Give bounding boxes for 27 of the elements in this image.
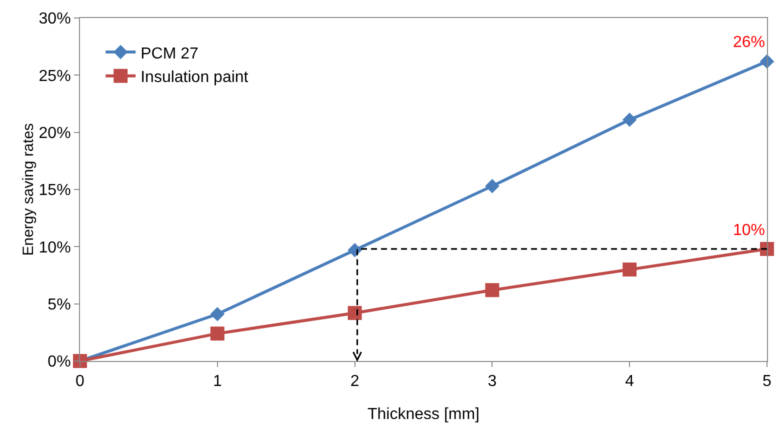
point xyxy=(210,306,225,322)
x-tick-label: 4 xyxy=(625,373,634,390)
y-tick-label: 30% xyxy=(38,10,71,28)
annotation: 26% xyxy=(733,34,766,51)
y-axis-title: Energy saving rates xyxy=(20,123,37,256)
y-tick-label: 15% xyxy=(38,182,71,200)
point xyxy=(210,326,224,341)
y-tick-label: 25% xyxy=(38,68,71,85)
x-tick-label: 5 xyxy=(762,373,772,390)
point xyxy=(348,306,362,320)
legend-label: Insulation paint xyxy=(140,69,249,86)
x-tick-label: 2 xyxy=(350,373,360,390)
x-axis-title: Thickness [mm] xyxy=(367,406,480,423)
annotation: 10% xyxy=(733,222,766,239)
y-tick-label: 0% xyxy=(48,354,71,371)
x-tick-label: 3 xyxy=(488,373,497,390)
legend-label: PCM 27 xyxy=(140,45,199,62)
point xyxy=(485,283,500,298)
point xyxy=(348,242,362,258)
y-tick-label: 20% xyxy=(38,124,71,142)
x-tick-label: 1 xyxy=(212,373,222,390)
point xyxy=(622,112,637,127)
y-tick-label: 10% xyxy=(38,239,71,256)
point xyxy=(485,178,500,194)
point xyxy=(622,262,637,277)
y-tick-label: 5% xyxy=(48,296,71,314)
x-tick-label: 0 xyxy=(76,373,85,390)
